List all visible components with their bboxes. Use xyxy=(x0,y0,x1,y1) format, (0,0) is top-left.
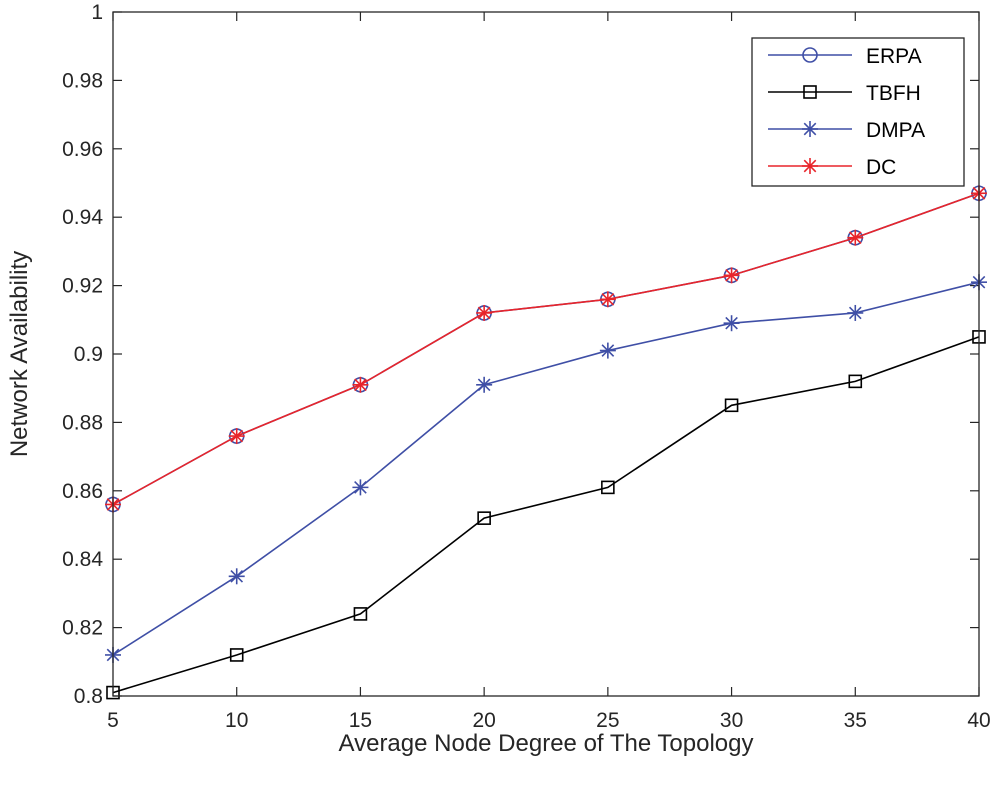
x-tick-label: 30 xyxy=(720,709,743,732)
y-tick-label: 0.86 xyxy=(62,480,103,503)
legend-item-dc: DC xyxy=(768,156,896,179)
y-tick-label: 0.9 xyxy=(74,343,103,366)
y-tick-label: 0.96 xyxy=(62,138,103,161)
marker-square xyxy=(848,374,863,389)
data-point-tbfh xyxy=(353,607,368,621)
marker-square xyxy=(229,648,244,662)
data-point-dc xyxy=(599,291,616,308)
data-point-dmpa xyxy=(476,376,493,393)
marker-circle xyxy=(802,47,818,63)
data-point-tbfh xyxy=(229,648,244,662)
x-tick-label: 20 xyxy=(472,709,495,732)
marker-square xyxy=(353,607,368,621)
legend-item-tbfh: TBFH xyxy=(768,82,921,105)
data-point-dmpa xyxy=(352,479,369,496)
x-tick-label: 40 xyxy=(967,709,990,732)
legend-label: TBFH xyxy=(866,82,921,105)
marker-square xyxy=(724,398,739,413)
legend-marker xyxy=(803,85,817,99)
x-tick-label: 35 xyxy=(844,709,867,732)
data-point-tbfh xyxy=(601,480,615,495)
y-tick-label: 0.98 xyxy=(62,69,103,92)
y-tick-label: 0.92 xyxy=(62,275,103,298)
x-axis-title: Average Node Degree of The Topology xyxy=(339,730,754,757)
legend-item-dmpa: DMPA xyxy=(768,119,925,142)
marker-square xyxy=(601,480,615,495)
legend-label: ERPA xyxy=(866,45,922,68)
data-point-dc xyxy=(352,376,369,393)
series-line-dc xyxy=(112,192,980,506)
legend-box xyxy=(751,37,965,187)
plot-frame xyxy=(112,11,980,697)
data-point-tbfh xyxy=(477,511,491,525)
marker-square xyxy=(803,85,817,99)
y-axis-title: Network Availability xyxy=(6,251,33,457)
data-point-dc xyxy=(723,267,740,284)
legend-label: DC xyxy=(866,156,896,179)
x-tick-label: 15 xyxy=(349,709,372,732)
series-layer xyxy=(105,185,987,700)
data-point-dmpa xyxy=(228,568,245,585)
series-line-tbfh xyxy=(112,336,980,694)
legend-marker xyxy=(802,158,818,174)
data-point-dc xyxy=(847,229,864,246)
data-point-tbfh xyxy=(848,374,863,389)
data-point-dc xyxy=(476,304,493,321)
data-point-dmpa xyxy=(723,315,740,332)
x-tick-label: 10 xyxy=(225,709,248,732)
y-tick-label: 0.84 xyxy=(62,548,103,571)
y-tick-label: 0.88 xyxy=(62,411,103,434)
legend-item-erpa: ERPA xyxy=(768,45,922,68)
x-tick-label: 5 xyxy=(107,709,119,732)
data-point-dmpa xyxy=(599,342,616,359)
legend: ERPA TBFH DMPA DC xyxy=(751,37,965,187)
data-point-dmpa xyxy=(847,304,864,321)
legend-label: DMPA xyxy=(866,119,925,142)
legend-marker xyxy=(802,47,818,63)
y-tick-label: 0.94 xyxy=(62,206,103,229)
y-tick-label: 0.82 xyxy=(62,617,103,640)
marker-square xyxy=(477,511,491,525)
legend-marker xyxy=(802,121,818,137)
data-point-dc xyxy=(228,428,245,445)
series-line-dmpa xyxy=(112,281,980,656)
series-dc xyxy=(105,185,987,513)
y-tick-label: 0.8 xyxy=(74,685,103,708)
y-tick-label: 1 xyxy=(91,1,103,24)
x-tick-label: 25 xyxy=(596,709,619,732)
axes: 5 10 15 20 25 30 35 40 0.8 0.82 0.84 0.86 0.88 0.9 0.9… xyxy=(62,1,991,732)
data-point-tbfh xyxy=(724,398,739,413)
